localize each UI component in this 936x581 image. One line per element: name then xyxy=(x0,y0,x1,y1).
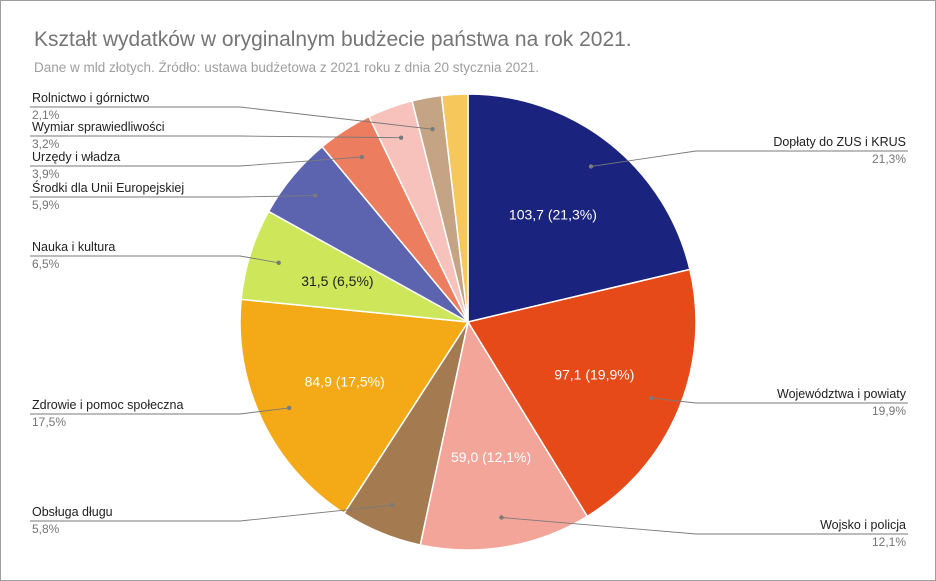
callout-line xyxy=(30,504,393,522)
legend-label: Wojsko i policja xyxy=(820,518,906,532)
legend-label: Wymiar sprawiedliwości xyxy=(32,120,165,134)
callout-dot xyxy=(499,515,504,520)
slice-value-label: 84,9 (17,5%) xyxy=(305,373,385,389)
legend-label: Województwa i powiaty xyxy=(777,387,907,401)
callout-line xyxy=(590,150,908,167)
legend-percent: 6,5% xyxy=(32,257,60,271)
callout-line xyxy=(30,195,316,198)
legend-percent: 2,1% xyxy=(32,108,60,122)
callout-line xyxy=(30,106,433,130)
slice-value-label: 103,7 (21,3%) xyxy=(509,207,597,223)
legend-percent: 3,2% xyxy=(32,137,60,151)
legend-percent: 19,9% xyxy=(872,404,906,418)
callout-dot xyxy=(398,135,404,140)
callout-dot xyxy=(287,405,292,411)
callout-dot xyxy=(649,395,654,401)
callout-dot xyxy=(430,127,435,132)
legend-label: Obsługa długu xyxy=(32,505,113,519)
chart-title: Kształt wydatków w oryginalnym budżecie … xyxy=(34,28,632,51)
legend-label: Zdrowie i pomoc społeczna xyxy=(32,398,184,412)
chart-subtitle: Dane w mld złotych. Źródło: ustawa budże… xyxy=(34,60,540,75)
legend-label: Urzędy i władza xyxy=(32,150,120,164)
callout-line xyxy=(501,517,908,535)
pie-slice-slice-10 xyxy=(440,93,469,323)
legend-percent: 21,3% xyxy=(872,152,906,166)
legend-percent: 3,9% xyxy=(32,167,60,181)
legend-label: Nauka i kultura xyxy=(32,240,115,254)
callout-dot xyxy=(276,260,281,265)
callout-line xyxy=(30,156,362,167)
slice-value-label: 59,0 (12,1%) xyxy=(451,449,531,465)
pie-slice-wojewodztwa-i-powiaty xyxy=(466,268,697,518)
callout-line xyxy=(30,135,402,139)
legend-percent: 5,8% xyxy=(32,522,60,536)
callout-line xyxy=(651,397,908,404)
legend-label: Środki dla Unii Europejskiej xyxy=(32,180,184,195)
callout-line xyxy=(30,407,290,415)
callout-line xyxy=(30,255,279,264)
callout-dot xyxy=(359,154,365,160)
callout-dot xyxy=(588,164,594,169)
legend-label: Rolnictwo i górnictwo xyxy=(32,91,149,105)
pie-slice-zdrowie-i-pomoc-spoleczna xyxy=(239,298,470,515)
slice-value-label: 31,5 (6,5%) xyxy=(301,273,373,289)
legend-percent: 12,1% xyxy=(872,535,906,549)
legend-percent: 5,9% xyxy=(32,198,60,212)
legend-percent: 17,5% xyxy=(32,415,66,429)
slice-value-label: 97,1 (19,9%) xyxy=(554,367,634,383)
pie-slice-wojsko-i-policja xyxy=(419,320,589,551)
legend-label: Dopłaty do ZUS i KRUS xyxy=(773,135,906,149)
callout-dot xyxy=(389,503,395,508)
callout-dot xyxy=(313,193,318,198)
pie-slice-doplaty-do-zus-i-krus xyxy=(467,93,691,323)
